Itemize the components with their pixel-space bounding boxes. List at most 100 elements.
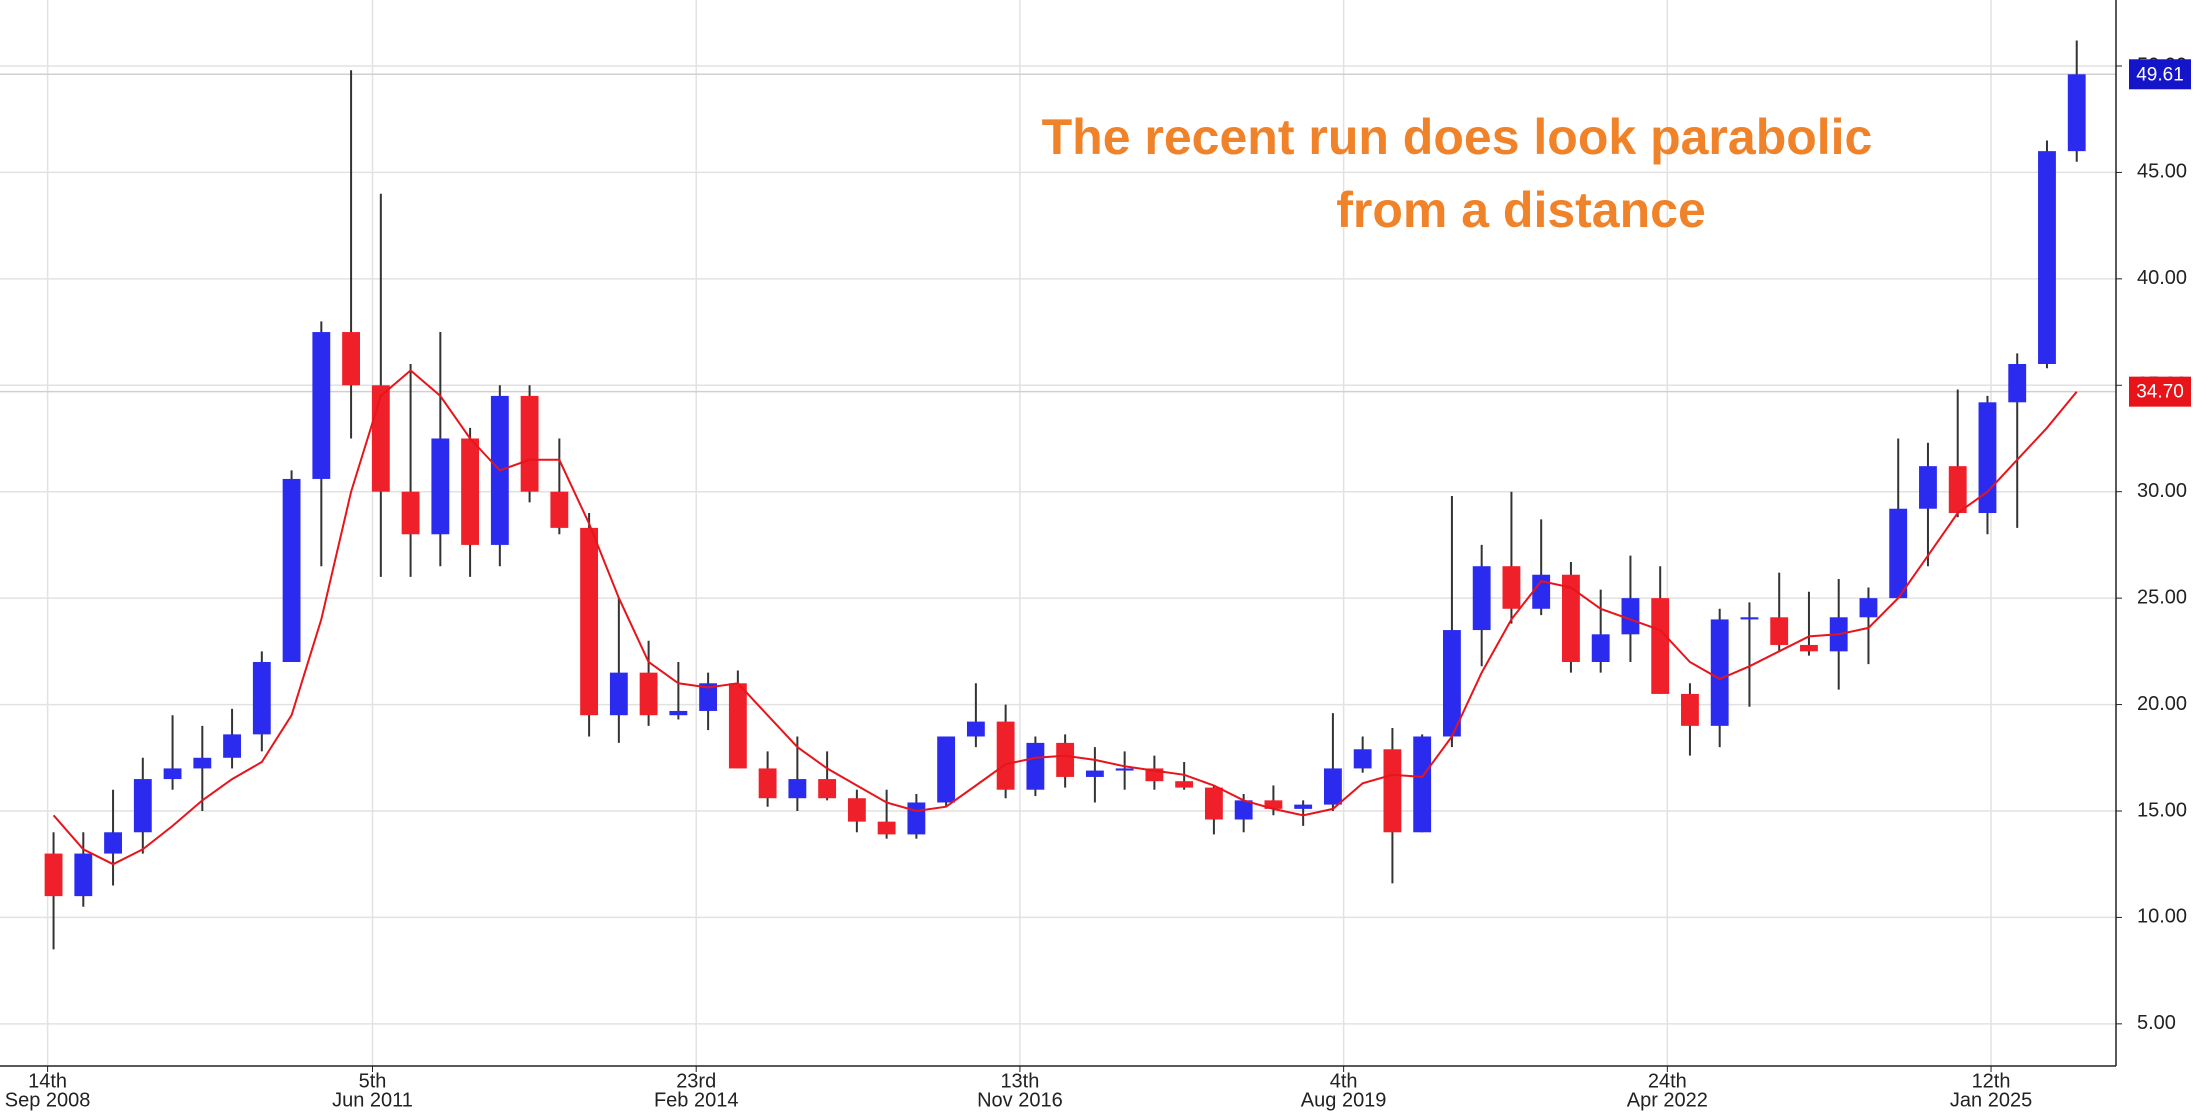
candle-body — [1651, 598, 1670, 694]
candle-body — [1383, 749, 1402, 833]
candle-body — [699, 683, 718, 711]
candle-body — [2008, 363, 2027, 403]
grid — [0, 0, 2122, 1072]
candle-body — [1175, 781, 1194, 788]
candle-body — [877, 821, 896, 835]
candle-body — [342, 332, 361, 386]
candle-body — [2038, 151, 2056, 364]
candle-body — [1323, 768, 1342, 805]
candle-body — [282, 478, 301, 662]
candle-body — [1026, 742, 1045, 790]
candle-body — [2067, 74, 2086, 152]
x-tick-label: 4th — [1330, 1070, 1358, 1092]
annotation: from a distance — [1336, 182, 1706, 238]
candle-body — [847, 798, 866, 822]
candle-body — [669, 710, 688, 716]
candle-body — [74, 853, 93, 897]
price-tag-label: 49.61 — [2136, 64, 2184, 85]
candle-body — [1413, 736, 1432, 833]
candle-body — [1591, 634, 1610, 662]
candle-body — [996, 721, 1015, 790]
candle-body — [1472, 566, 1491, 631]
y-tick-label: 10.00 — [2137, 906, 2187, 928]
candle-body — [1532, 574, 1551, 609]
x-tick-label: Jan 2025 — [1950, 1089, 2032, 1111]
y-tick-label: 20.00 — [2137, 693, 2187, 715]
candle-body — [550, 491, 569, 528]
x-tick-label: 14th — [28, 1070, 67, 1092]
y-tick-label: 40.00 — [2137, 267, 2187, 289]
candle-body — [1740, 617, 1759, 620]
x-tick-label: 24th — [1648, 1070, 1687, 1092]
x-tick-label: 23rd — [676, 1070, 716, 1092]
candle-body — [371, 385, 390, 492]
candle-body — [223, 734, 241, 758]
candle-body — [104, 832, 122, 854]
y-tick-label: 30.00 — [2137, 480, 2187, 502]
x-tick-label: Apr 2022 — [1627, 1089, 1708, 1111]
x-tick-label: 13th — [1000, 1070, 1039, 1092]
candle-body — [1234, 800, 1253, 820]
candle-body — [1978, 402, 1997, 513]
x-tick-label: 5th — [359, 1070, 387, 1092]
y-tick-label: 45.00 — [2137, 161, 2187, 183]
x-tick-label: Nov 2016 — [977, 1089, 1063, 1111]
annotation: The recent run does look parabolic — [1042, 109, 1873, 165]
x-tick-label: Feb 2014 — [654, 1089, 739, 1111]
candle-body — [966, 721, 985, 737]
price-tag-label: 34.70 — [2136, 382, 2184, 403]
x-tick-label: 12th — [1972, 1070, 2011, 1092]
candle-body — [788, 779, 807, 799]
x-tick-label: Aug 2019 — [1301, 1089, 1387, 1111]
candle-body — [1889, 508, 1908, 599]
candle-body — [1502, 566, 1521, 609]
axes — [0, 0, 2117, 1067]
candle-body — [431, 438, 450, 535]
candle-body — [937, 736, 956, 803]
candle-body — [609, 672, 628, 716]
candle-body — [1353, 749, 1372, 769]
marks — [44, 40, 2086, 950]
candle-body — [1621, 598, 1640, 635]
candle-body — [461, 438, 480, 545]
candle-body — [1770, 617, 1789, 645]
candle-body — [312, 332, 331, 479]
x-tick-label: Sep 2008 — [5, 1089, 91, 1111]
candle-body — [133, 779, 152, 833]
candle-body — [1800, 644, 1818, 652]
price-tag-box — [2129, 376, 2191, 407]
candle-body — [1562, 574, 1580, 662]
candle-body — [1442, 630, 1461, 737]
candle-body — [639, 672, 658, 716]
moving-average-line — [52, 369, 2078, 866]
candle-body — [252, 661, 271, 735]
candle-body — [1859, 598, 1878, 618]
x-tick-label: Jun 2011 — [332, 1089, 413, 1111]
candle-body — [1056, 742, 1075, 777]
candle-body — [193, 757, 212, 769]
y-tick-label: 25.00 — [2137, 586, 2187, 608]
candle-body — [580, 527, 599, 716]
candle-body — [907, 802, 926, 835]
candle-body — [1115, 768, 1134, 771]
y-tick-label: 15.00 — [2137, 799, 2187, 821]
labels: 5.0010.0015.0020.0025.0030.0035.0040.004… — [5, 54, 2191, 1111]
candle-body — [1919, 466, 1937, 509]
candle-body — [520, 395, 539, 492]
candle-body — [1264, 800, 1283, 809]
candle-body — [1204, 787, 1223, 820]
candle-body — [1681, 693, 1699, 726]
candle-body — [1085, 770, 1104, 777]
candle-body — [1294, 804, 1313, 809]
candle-body — [1710, 619, 1729, 726]
candle-body — [758, 768, 777, 799]
candle-body — [163, 768, 182, 780]
price-tag-box — [2129, 59, 2191, 90]
candle-body — [401, 491, 420, 535]
candle-body — [1948, 466, 1967, 513]
candle-body — [44, 853, 63, 897]
y-tick-label: 5.00 — [2137, 1012, 2176, 1034]
candle-body — [818, 779, 837, 799]
